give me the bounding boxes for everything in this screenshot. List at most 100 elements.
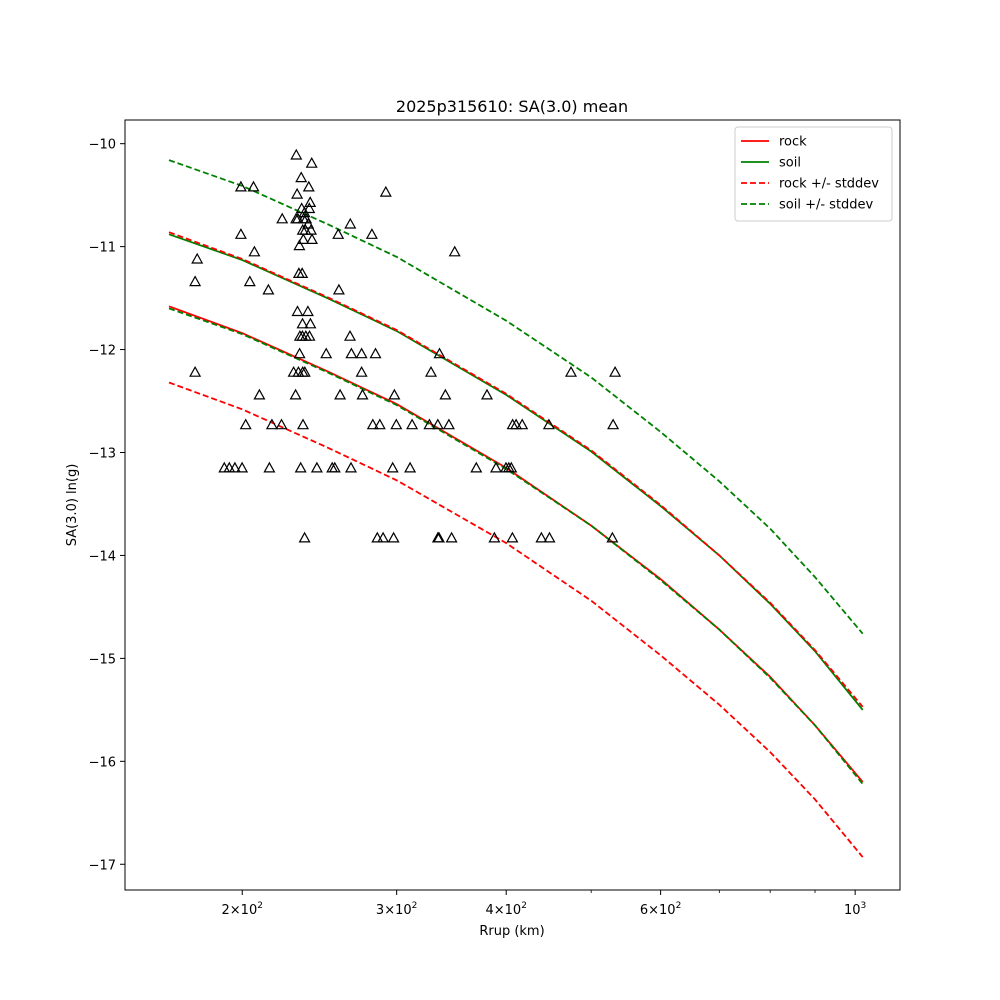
series-lines: [168, 159, 864, 858]
observation-marker-69: [265, 418, 278, 430]
observation-marker-87: [236, 461, 249, 473]
observation-marker-107: [445, 531, 458, 543]
observation-marker-92: [328, 461, 341, 473]
observation-marker-25: [332, 228, 345, 239]
observation-marker-68: [239, 418, 252, 430]
observation-marker-39: [296, 317, 309, 329]
observation-marker-93: [344, 461, 358, 473]
observation-marker-21: [305, 233, 319, 244]
observation-marker-45: [343, 329, 357, 341]
observation-marker-50: [369, 347, 382, 359]
observation-marker-26: [365, 228, 378, 239]
observation-marker-38: [301, 305, 314, 317]
observation-marker-11: [295, 202, 308, 214]
observation-marker-23: [379, 185, 392, 197]
observation-marker-30: [191, 252, 204, 264]
observation-marker-52: [189, 365, 202, 377]
observation-marker-83: [607, 418, 620, 430]
y-tick-label-7: −10: [89, 138, 116, 153]
observation-marker-108: [488, 531, 501, 543]
observation-marker-101: [298, 531, 311, 543]
observation-marker-86: [228, 461, 241, 473]
observation-marker-67: [480, 388, 494, 400]
observation-marker-111: [543, 531, 556, 543]
observation-marker-80: [510, 418, 523, 430]
observation-marker-103: [377, 531, 390, 543]
series-line-2: [168, 231, 864, 708]
observation-marker-27: [234, 228, 247, 239]
observation-marker-5: [291, 187, 304, 199]
observation-marker-16: [302, 217, 315, 229]
observation-marker-13: [290, 212, 303, 224]
observation-marker-70: [275, 418, 288, 430]
observation-marker-3: [234, 180, 247, 192]
observation-marker-106: [432, 531, 446, 543]
observation-marker-14: [276, 212, 289, 224]
observation-marker-19: [296, 223, 309, 235]
series-line-3: [168, 381, 864, 858]
observation-marker-37: [291, 305, 304, 317]
observation-marker-112: [606, 531, 619, 543]
y-tick-label-6: −11: [89, 241, 116, 256]
observation-marker-47: [320, 347, 333, 359]
observation-marker-35: [262, 283, 275, 295]
y-tick-label-2: −15: [89, 652, 116, 667]
observation-marker-31: [243, 275, 256, 287]
observation-marker-51: [433, 347, 446, 359]
observation-marker-76: [423, 418, 436, 430]
legend-frame: [734, 126, 893, 222]
series-line-5: [168, 307, 864, 785]
observation-marker-90: [310, 461, 323, 473]
observation-marker-60: [609, 365, 622, 377]
observation-marker-0: [290, 148, 303, 160]
observation-marker-74: [390, 418, 403, 430]
observation-marker-100: [505, 461, 518, 473]
observation-marker-20: [297, 233, 310, 244]
observation-marker-40: [304, 317, 317, 329]
observation-marker-81: [516, 418, 529, 430]
observation-marker-89: [294, 461, 307, 473]
observation-marker-94: [386, 461, 399, 473]
observation-marker-73: [373, 418, 386, 430]
observation-marker-63: [334, 388, 347, 400]
observation-marker-61: [253, 388, 266, 400]
legend-label-1: soil: [779, 156, 801, 171]
observation-marker-88: [263, 461, 276, 473]
observation-marker-24: [344, 217, 357, 229]
observation-marker-29: [448, 245, 461, 257]
observation-marker-49: [355, 347, 368, 359]
legend: rock soil rock +/- stddev soil +/- stddev: [734, 126, 893, 222]
observation-marker-1: [305, 156, 318, 168]
observation-marker-72: [366, 418, 379, 430]
y-tick-label-1: −16: [89, 755, 116, 770]
x-axis: 2×102 3×102 4×102 6×102 103: [222, 890, 866, 918]
y-tick-label-0: −17: [89, 858, 116, 873]
chart-title: 2025p315610: SA(3.0) mean: [396, 97, 628, 116]
x-tick-label-2: 4×102: [485, 901, 526, 918]
y-tick-label-3: −14: [89, 549, 116, 564]
y-axis: −17 −16 −15 −14 −13 −12 −11 −10: [89, 138, 125, 873]
observation-marker-2: [295, 171, 308, 183]
x-tick-label-3: 6×102: [640, 901, 681, 918]
observation-marker-65: [388, 388, 401, 400]
x-tick-label-1: 3×102: [376, 901, 417, 918]
observation-marker-78: [442, 418, 455, 430]
observation-marker-44: [303, 329, 316, 341]
observation-marker-104: [387, 531, 400, 543]
observation-marker-110: [535, 531, 548, 543]
observation-marker-75: [406, 418, 419, 430]
observation-marker-95: [404, 461, 417, 473]
legend-label-3: soil +/- stddev: [779, 198, 874, 213]
observation-marker-109: [506, 531, 519, 543]
observation-marker-64: [356, 388, 369, 400]
observation-points: [189, 148, 622, 543]
observation-marker-59: [564, 365, 578, 377]
y-axis-label: SA(3.0) ln(g): [65, 464, 80, 547]
observation-marker-97: [489, 461, 503, 473]
observation-marker-62: [289, 388, 302, 400]
legend-label-2: rock +/- stddev: [779, 177, 879, 192]
observation-marker-77: [431, 418, 444, 430]
observation-marker-57: [355, 365, 368, 377]
observation-marker-102: [371, 531, 384, 543]
